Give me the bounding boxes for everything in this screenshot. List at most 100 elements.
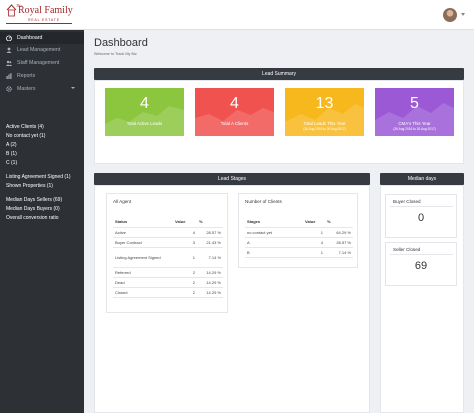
- kpi-label: Total Active Leads: [126, 121, 163, 126]
- table-row: Dead 2 14.29 %: [113, 277, 223, 288]
- stat-active-clients[interactable]: Active Clients (4): [6, 124, 44, 130]
- table-row: Active 4 28.57 %: [113, 227, 223, 238]
- brand-logo[interactable]: The Royal Family REAL ESTATE: [6, 2, 73, 28]
- stat-median-days-sellers[interactable]: Median Days Sellers (69): [6, 197, 63, 203]
- cell-status: Closed: [113, 287, 173, 298]
- number-of-clients-card: Number of Clients Stages Value % no cont…: [238, 193, 358, 268]
- table-row: B 1 7.14 %: [245, 247, 353, 258]
- users-icon: [6, 60, 12, 66]
- table-row: Listing Agreement Signed 1 7.14 %: [113, 247, 223, 268]
- stat-conversion-ratio[interactable]: Overall conversion ratio: [6, 215, 59, 221]
- cell-value: 2: [173, 277, 197, 288]
- cell-value: 1: [173, 247, 197, 268]
- kpi-total-a-clients[interactable]: 4 Total A Clients: [195, 88, 274, 136]
- all-agent-table: Status Value % Active 4 28.57 % Buyer Cont…: [113, 217, 223, 298]
- kpi-cmas-this-year[interactable]: 5 CMA's This Year (26 Aug 2016 to 26 Aug…: [375, 88, 454, 136]
- lead-stages-header: Lead Stages: [94, 173, 370, 185]
- top-bar: The Royal Family REAL ESTATE: [0, 0, 474, 30]
- cell-percent: 28.57 %: [197, 227, 223, 238]
- brand-tagline: REAL ESTATE: [28, 18, 60, 22]
- user-avatar[interactable]: [443, 8, 457, 22]
- sidebar-item-reports[interactable]: Reports: [0, 70, 84, 82]
- cell-status: Active: [113, 227, 173, 238]
- kpi-total-active-leads[interactable]: 4 Total Active Leads: [105, 88, 184, 136]
- cell-percent: 14.29 %: [197, 267, 223, 278]
- table-row: no contact yet 1 64.29 %: [245, 227, 353, 238]
- column-header-percent: %: [197, 217, 223, 228]
- stat-no-contact-yet[interactable]: No contact yet (1): [6, 133, 46, 139]
- table-row: Closed 2 14.29 %: [113, 287, 223, 298]
- kpi-total-leads-this-year[interactable]: 13 Total Leads This Year (26 Aug 2016 to…: [285, 88, 364, 136]
- column-header-status: Status: [113, 217, 173, 228]
- kpi-date-range: (26 Aug 2016 to 26 Aug 2017): [303, 127, 346, 131]
- number-of-clients-title: Number of Clients: [245, 199, 282, 204]
- table-row: A 4 28.57 %: [245, 237, 353, 248]
- cell-percent: 21.43 %: [197, 237, 223, 248]
- cell-percent: 14.29 %: [197, 287, 223, 298]
- divider: [390, 206, 453, 207]
- wave-decoration: [105, 106, 184, 136]
- page-subtitle: Welcome to Track My Biz: [94, 52, 137, 56]
- sidebar-item-masters[interactable]: Masters: [0, 83, 84, 95]
- cell-percent: 7.14 %: [325, 247, 353, 258]
- divider: [390, 254, 453, 255]
- sidebar-item-label: Staff Management: [17, 60, 60, 66]
- sidebar-item-label: Lead Management: [17, 47, 61, 53]
- seller-closed-card: Seller Closed 69: [385, 242, 457, 286]
- cell-value: 1: [303, 247, 325, 258]
- cell-percent: 7.14 %: [197, 247, 223, 268]
- user-menu-chevron-down-icon[interactable]: [461, 13, 465, 16]
- cell-status: Listing Agreement Signed: [113, 247, 173, 268]
- cell-value: 4: [303, 237, 325, 248]
- column-header-value: Value: [303, 217, 325, 228]
- cell-percent: 28.57 %: [325, 237, 353, 248]
- kpi-label: Total A Clients: [220, 121, 249, 126]
- kpi-label: CMA's This Year: [398, 121, 431, 126]
- stat-shown-properties[interactable]: Shown Properties (1): [6, 183, 53, 189]
- wave-decoration: [285, 104, 364, 136]
- cell-status: Dead: [113, 277, 173, 288]
- median-days-header: Median days: [380, 173, 464, 185]
- sidebar-item-lead-management[interactable]: Lead Management: [0, 44, 84, 56]
- cell-stage: B: [245, 247, 303, 258]
- sidebar-item-staff-management[interactable]: Staff Management: [0, 57, 84, 69]
- cell-value: 1: [303, 227, 325, 238]
- brand-rule: [6, 23, 72, 24]
- cell-percent: 14.29 %: [197, 277, 223, 288]
- seller-closed-label: Seller Closed: [393, 247, 421, 252]
- sidebar-item-label: Reports: [17, 73, 36, 79]
- kpi-value: 4: [230, 95, 239, 112]
- table-header-row: Stages Value %: [245, 217, 353, 228]
- cell-status: Buyer Contract: [113, 237, 173, 248]
- table-row: Referred 2 14.29 %: [113, 267, 223, 278]
- buyer-closed-card: Buyer Closed 0: [385, 194, 457, 238]
- table-row: Buyer Contract 3 21.43 %: [113, 237, 223, 248]
- cell-value: 3: [173, 237, 197, 248]
- wave-decoration: [195, 108, 274, 136]
- stat-listing-agreement[interactable]: Listing Agreement Signed (1): [6, 174, 71, 180]
- lead-stages-title: Lead Stages: [217, 176, 247, 182]
- kpi-date-range: (26 Aug 2016 to 26 Aug 2017): [393, 127, 436, 131]
- stat-b-clients[interactable]: B (1): [6, 151, 17, 157]
- chevron-down-icon: [71, 87, 75, 89]
- wave-decoration: [375, 103, 454, 136]
- stat-a-clients[interactable]: A (2): [6, 142, 17, 148]
- cell-value: 2: [173, 267, 197, 278]
- cell-stage: no contact yet: [245, 227, 303, 238]
- kpi-value: 4: [140, 95, 149, 112]
- buyer-closed-value: 0: [417, 212, 425, 224]
- cell-percent: 64.29 %: [325, 227, 353, 238]
- stat-median-days-buyers[interactable]: Median Days Buyers (0): [6, 206, 60, 212]
- cell-value: 4: [173, 227, 197, 238]
- sidebar-item-label: Masters: [17, 86, 36, 92]
- stat-c-clients[interactable]: C (1): [6, 160, 18, 166]
- kpi-value: 13: [315, 95, 334, 112]
- sidebar-item-dashboard[interactable]: Dashboard: [0, 32, 84, 44]
- reports-icon: [6, 73, 12, 79]
- settings-icon: [6, 86, 12, 92]
- cell-value: 2: [173, 287, 197, 298]
- page-title: Dashboard: [94, 37, 148, 49]
- median-days-title: Median days: [407, 176, 437, 182]
- brand-name: Royal Family: [18, 5, 73, 16]
